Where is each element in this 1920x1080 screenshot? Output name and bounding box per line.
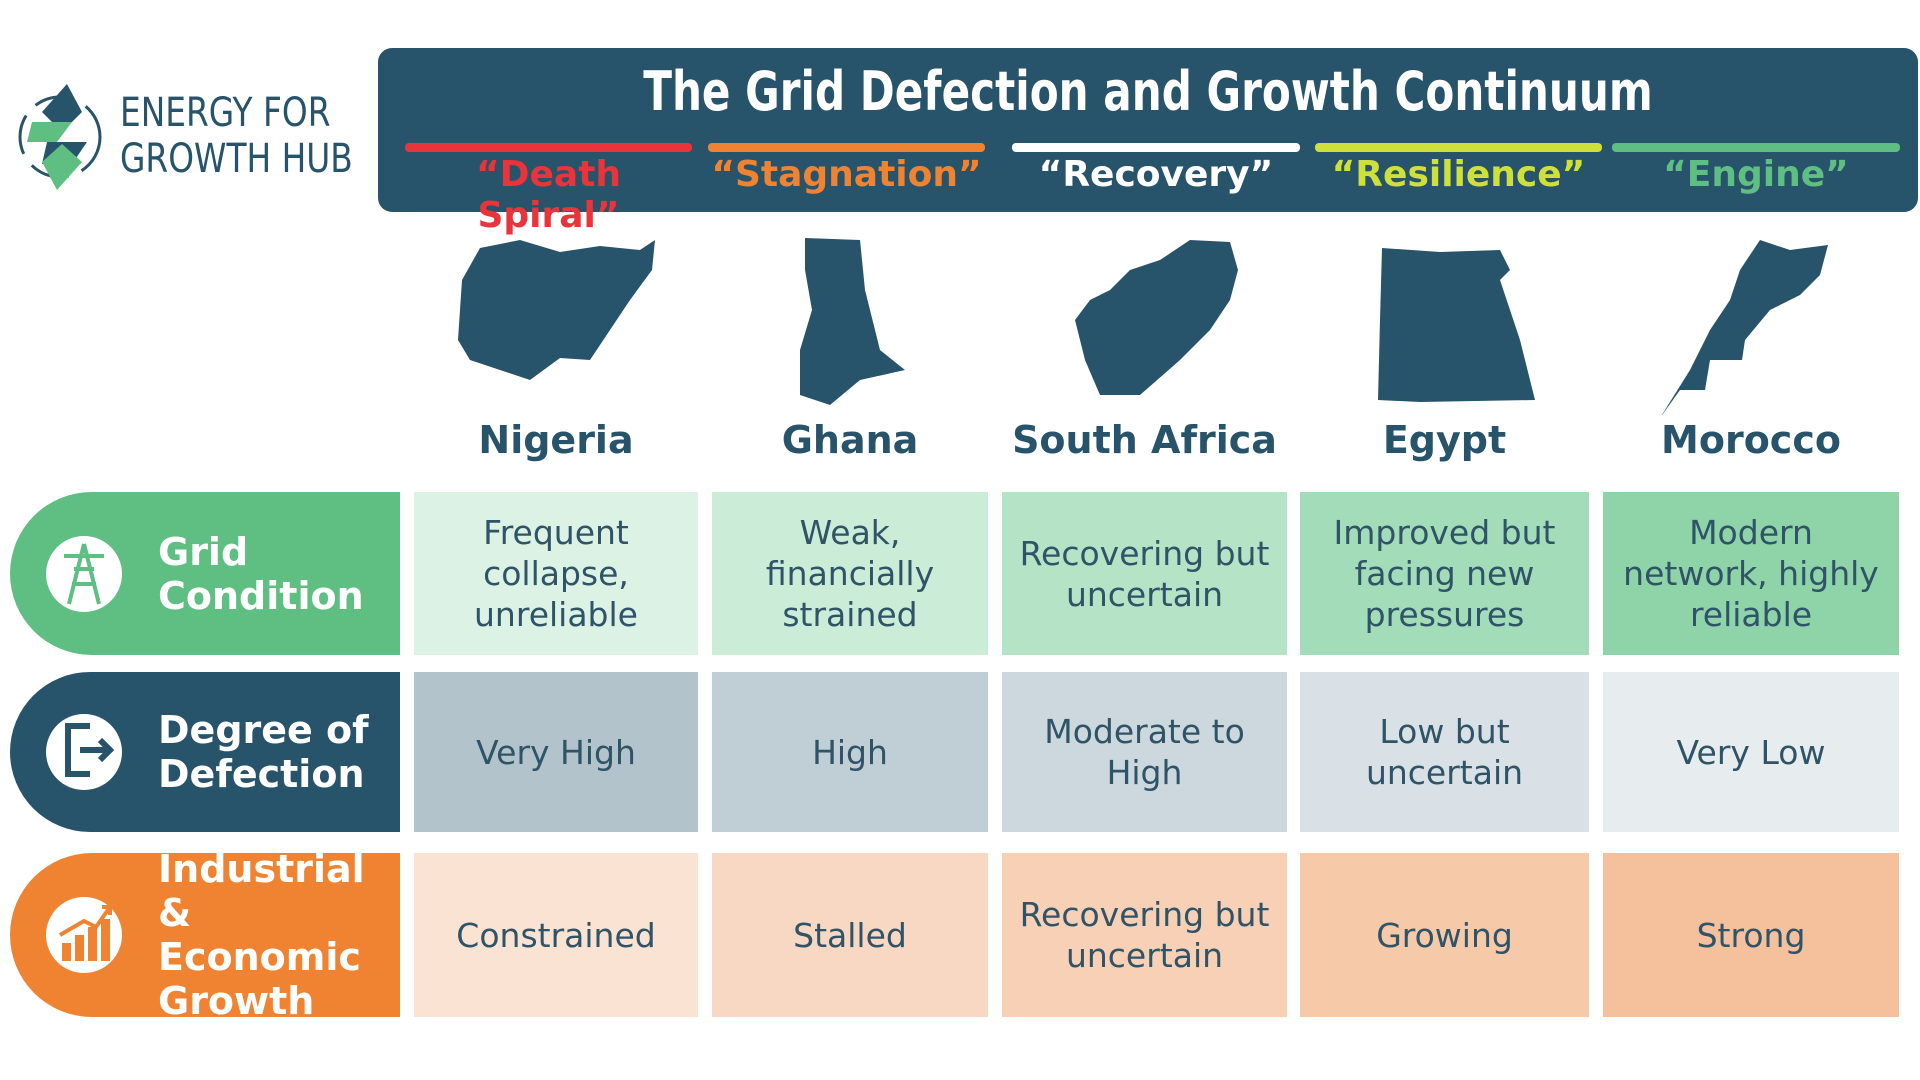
table-cell: Improved but facing new pressures <box>1300 492 1589 655</box>
table-cell: Very High <box>414 672 698 832</box>
row-icon <box>46 714 122 790</box>
country-name: Ghana <box>781 418 919 462</box>
table-cell: Very Low <box>1603 672 1899 832</box>
logo-line: GROWTH HUB <box>120 136 353 182</box>
map-morocco <box>1661 240 1828 415</box>
stage-bar <box>1012 143 1300 152</box>
map-ghana <box>800 238 905 405</box>
table-cell: Strong <box>1603 853 1899 1017</box>
stage-label: “Stagnation” <box>711 154 982 195</box>
table-cell: Stalled <box>712 853 988 1017</box>
row-icon <box>46 535 122 612</box>
country-name: Morocco <box>1661 418 1841 462</box>
logo-text: ENERGY FOR GROWTH HUB <box>120 90 353 182</box>
table-cell: Weak, financially strained <box>712 492 988 655</box>
map-egypt <box>1378 248 1535 402</box>
title: The Grid Defection and Growth Continuum <box>643 60 1653 123</box>
row-label-text: Industrial & Economic Growth <box>158 847 365 1023</box>
table-cell: Moderate to High <box>1002 672 1287 832</box>
row-label: Grid Condition <box>10 492 400 655</box>
row-icon <box>46 897 122 973</box>
table-cell: Frequent collapse, unreliable <box>414 492 698 655</box>
stage-label: “Death Spiral” <box>475 154 622 236</box>
row-label: Industrial & Economic Growth <box>10 847 400 1023</box>
stage-bar <box>405 143 692 152</box>
row-label: Degree of Defection <box>10 672 400 832</box>
map-nigeria <box>458 240 655 380</box>
stage-label: “Engine” <box>1663 154 1849 195</box>
table-cell: Constrained <box>414 853 698 1017</box>
table-cell: Low but uncertain <box>1300 672 1589 832</box>
stage-bar <box>708 143 985 152</box>
header-banner <box>378 48 1918 212</box>
table-cell: Recovering but uncertain <box>1002 853 1287 1017</box>
stage-label: “Recovery” <box>1038 154 1274 195</box>
logo-line: ENERGY FOR <box>120 90 331 136</box>
country-name: Egypt <box>1382 418 1507 462</box>
table-cell: Recovering but uncertain <box>1002 492 1287 655</box>
table-cell: High <box>712 672 988 832</box>
country-name: Nigeria <box>478 418 634 462</box>
stage-bar <box>1612 143 1900 152</box>
stage-bar <box>1315 143 1602 152</box>
table-cell: Growing <box>1300 853 1589 1017</box>
table-cell: Modern network, highly reliable <box>1603 492 1899 655</box>
country-name: South Africa <box>1012 418 1277 462</box>
map-south-africa <box>1075 240 1238 395</box>
logo-icon <box>18 84 102 190</box>
country-maps <box>458 238 1828 415</box>
row-label-text: Degree of Defection <box>158 708 369 796</box>
stage-label: “Resilience” <box>1331 154 1586 195</box>
row-label-text: Grid Condition <box>158 529 364 618</box>
